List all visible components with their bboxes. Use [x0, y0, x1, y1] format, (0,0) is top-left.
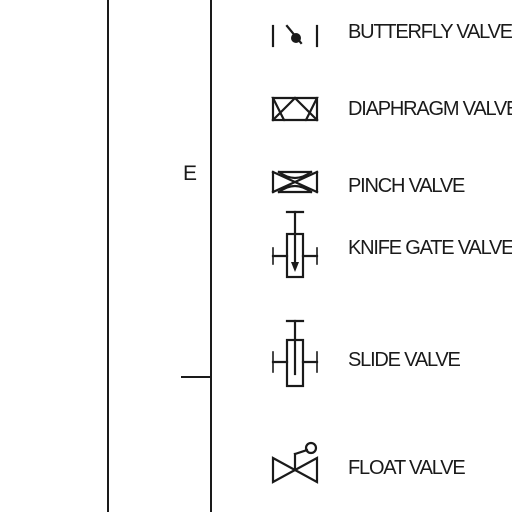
float-valve-icon: [271, 441, 319, 484]
butterfly-valve-icon: [271, 24, 319, 48]
zone-divider-line: [210, 0, 212, 512]
legend-item-float-valve: FLOAT VALVE: [262, 436, 512, 496]
legend-label: BUTTERFLY VALVE: [348, 21, 512, 43]
legend-item-diaphragm-valve: DIAPHRAGM VALVE: [262, 88, 512, 148]
legend-label: KNIFE GATE VALVE: [348, 237, 512, 259]
zone-letter: E: [183, 162, 198, 185]
left-border-line: [107, 0, 109, 512]
knife-gate-valve-icon: [271, 210, 319, 279]
legend-label: PINCH VALVE: [348, 175, 465, 197]
legend-label: SLIDE VALVE: [348, 349, 461, 371]
legend-item-butterfly-valve: BUTTERFLY VALVE: [262, 10, 512, 70]
legend-item-knife-gate-valve: KNIFE GATE VALVE: [262, 206, 512, 279]
zone-tick-mark: [181, 376, 211, 378]
diaphragm-valve-icon: [271, 96, 319, 122]
legend-label: FLOAT VALVE: [348, 457, 466, 479]
pinch-valve-icon: [271, 170, 319, 194]
legend-item-slide-valve: SLIDE VALVE: [262, 316, 512, 388]
legend-label: DIAPHRAGM VALVE: [348, 98, 512, 120]
slide-valve-icon: [271, 319, 319, 388]
legend-item-pinch-valve: PINCH VALVE: [262, 164, 512, 224]
